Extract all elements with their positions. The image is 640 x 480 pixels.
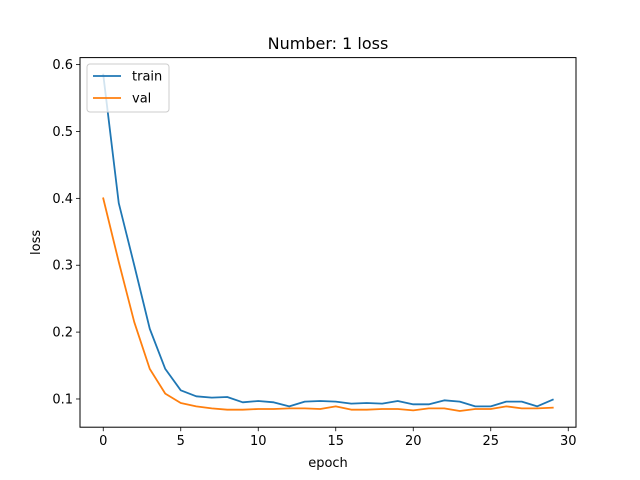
x-tick-label: 0 [99,434,107,449]
y-tick-label: 0.6 [52,58,73,73]
y-tick-label: 0.4 [52,192,73,207]
legend-label-train: train [132,70,162,85]
x-tick-label: 25 [482,434,499,449]
x-tick-label: 30 [560,434,577,449]
series-line-train [102,73,554,408]
x-tick-label: 10 [250,434,267,449]
y-tick-label: 0.2 [52,326,73,341]
y-tick-label: 0.5 [52,125,73,140]
x-axis-label: epoch [308,456,348,471]
chart-title: Number: 1 loss [268,34,389,53]
plot-frame [79,57,577,428]
x-tick-label: 20 [405,434,422,449]
y-tick-label: 0.3 [52,259,73,274]
plot-lines [102,73,554,412]
series-line-val [102,197,554,412]
y-tick-label: 0.1 [52,392,73,407]
legend: train val [86,63,170,113]
x-tick-label: 15 [327,434,344,449]
y-axis-label: loss [29,230,44,255]
axis-ticks: 0 5 10 15 20 25 30 0.1 0.2 0.3 0.4 0.5 0.6 [52,58,576,449]
x-tick-label: 5 [177,434,185,449]
legend-label-val: val [132,92,151,107]
